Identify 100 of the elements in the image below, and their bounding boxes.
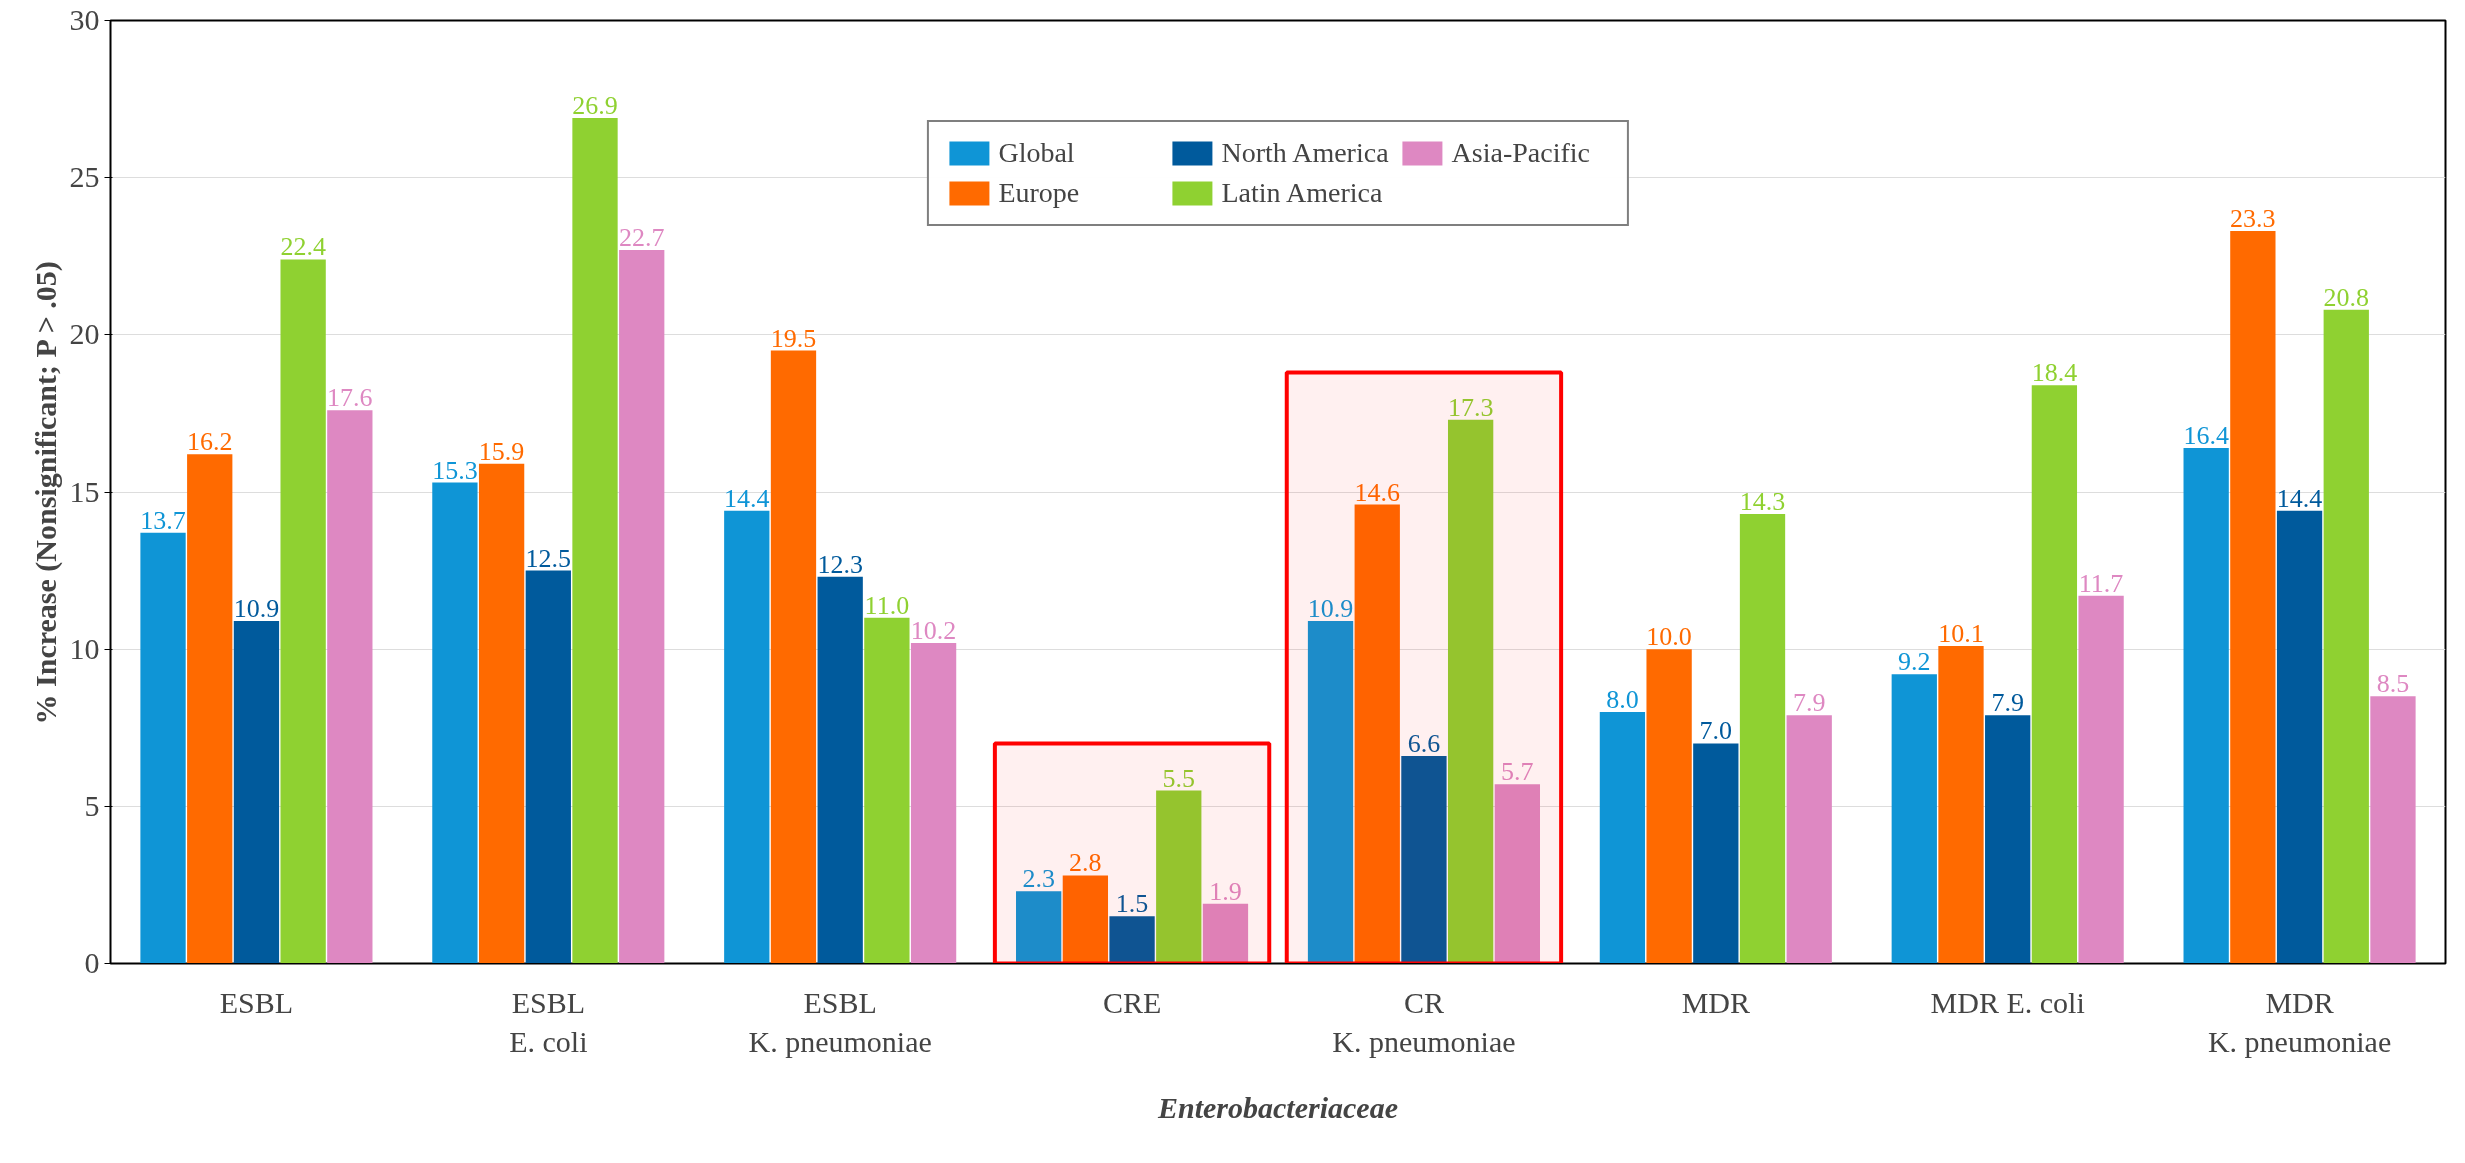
- bar: [2323, 309, 2369, 964]
- data-label: 14.3: [1739, 487, 1786, 516]
- bar: [432, 482, 478, 964]
- data-label: 10.9: [1307, 593, 1354, 623]
- data-label: 16.2: [186, 427, 233, 457]
- y-tick-label: 25: [69, 160, 100, 194]
- y-tick-label: 20: [69, 317, 100, 351]
- bar: [1494, 784, 1540, 964]
- bar: [478, 463, 525, 964]
- y-tick-label: 0: [84, 946, 100, 979]
- data-label: 10.1: [1938, 619, 1984, 649]
- bar: [1401, 756, 1447, 964]
- data-label: 1.9: [1209, 876, 1242, 906]
- bar: [2183, 447, 2229, 964]
- bar: [817, 576, 863, 964]
- x-tick-label: MDR: [1681, 985, 1750, 1019]
- data-label: 13.7: [140, 505, 186, 535]
- bar: [1447, 419, 1494, 964]
- data-label: 9.2: [1898, 647, 1931, 677]
- data-label: 14.4: [724, 483, 770, 513]
- bar: [2370, 696, 2416, 964]
- x-tick-label: CR K. pneumoniae: [1332, 985, 1516, 1059]
- data-label: 20.8: [2323, 282, 2370, 312]
- bar: [910, 642, 957, 964]
- x-tick-label: ESBL E. coli: [509, 985, 588, 1059]
- bar: [864, 617, 910, 964]
- x-tick-label: MDR K. pneumoniae: [2207, 985, 2392, 1059]
- y-tick-label: 30: [69, 3, 100, 36]
- bar: [1109, 916, 1155, 964]
- data-label: 19.5: [770, 323, 817, 353]
- data-label: 18.4: [2031, 358, 2078, 388]
- legend-label: Latin America: [1221, 177, 1383, 209]
- data-label: 17.6: [327, 383, 373, 413]
- data-label: 11.7: [2078, 568, 2124, 598]
- bar: [2230, 231, 2276, 964]
- bar: [572, 117, 618, 964]
- bar: [2031, 385, 2078, 964]
- bar: [1646, 649, 1692, 964]
- data-label: 10.9: [233, 593, 280, 623]
- data-label: 12.3: [817, 549, 863, 579]
- data-label: 10.0: [1646, 622, 1692, 652]
- bar: [1062, 875, 1109, 964]
- legend-label: Europe: [998, 177, 1081, 209]
- x-tick-label: MDR E. coli: [1930, 985, 2085, 1019]
- data-label: 23.3: [2230, 204, 2276, 234]
- data-label: 7.9: [1792, 688, 1826, 718]
- bar: [1786, 715, 1832, 964]
- data-label: 15.9: [478, 436, 525, 466]
- bar: [1739, 514, 1786, 964]
- data-label: 5.5: [1162, 763, 1196, 793]
- data-label: 2.3: [1022, 864, 1055, 894]
- data-label: 5.7: [1501, 757, 1534, 787]
- data-label: 14.4: [2276, 483, 2323, 513]
- data-label: 7.9: [1991, 688, 2024, 718]
- bar: [1891, 674, 1937, 964]
- bar: [327, 410, 373, 964]
- y-tick-label: 10: [69, 631, 100, 665]
- y-axis-title: % Increase (Nonsignificant; P > .05): [28, 261, 63, 725]
- data-label: 14.6: [1354, 477, 1400, 507]
- data-label: 16.4: [2183, 420, 2229, 450]
- bar: [525, 570, 571, 964]
- bar: [2078, 595, 2124, 964]
- bar: [619, 249, 665, 964]
- legend-label: Asia-Pacific: [1451, 137, 1591, 169]
- bar: [187, 454, 233, 964]
- data-label: 22.4: [280, 232, 326, 262]
- data-label: 6.6: [1407, 729, 1441, 759]
- bar: [1016, 891, 1062, 964]
- legend-label: North America: [1221, 137, 1389, 169]
- data-label: 11.0: [864, 590, 910, 620]
- x-tick-label: CRE: [1102, 985, 1162, 1019]
- y-tick-label: 15: [69, 474, 100, 508]
- x-tick-label: ESBL: [219, 985, 294, 1019]
- data-label: 7.0: [1699, 716, 1733, 746]
- data-label: 10.2: [910, 615, 957, 645]
- data-label: 8.5: [2376, 669, 2410, 699]
- bar: [1693, 743, 1739, 964]
- bar: [1156, 790, 1202, 964]
- bar: [724, 510, 770, 964]
- bar: [1307, 620, 1354, 964]
- data-label: 26.9: [572, 90, 618, 120]
- bar: [1599, 712, 1646, 964]
- y-tick-label: 5: [84, 788, 100, 822]
- bar: [1938, 646, 1984, 964]
- bar: [140, 532, 186, 964]
- legend-label: Global: [998, 137, 1076, 169]
- data-label: 12.5: [525, 543, 572, 573]
- data-label: 17.3: [1447, 392, 1494, 422]
- data-label: 2.8: [1069, 848, 1102, 878]
- bar: [233, 620, 280, 964]
- data-label: 1.5: [1115, 889, 1149, 919]
- bar: [1985, 715, 2031, 964]
- x-tick-label: ESBL K. pneumoniae: [748, 985, 932, 1059]
- bar: [1354, 504, 1400, 964]
- bar: [770, 350, 817, 964]
- data-label: 22.7: [618, 222, 665, 252]
- x-axis-title: Enterobacteriaceae: [1157, 1091, 1398, 1125]
- bar: [1202, 903, 1249, 964]
- data-label: 8.0: [1606, 685, 1639, 715]
- data-label: 15.3: [432, 455, 478, 485]
